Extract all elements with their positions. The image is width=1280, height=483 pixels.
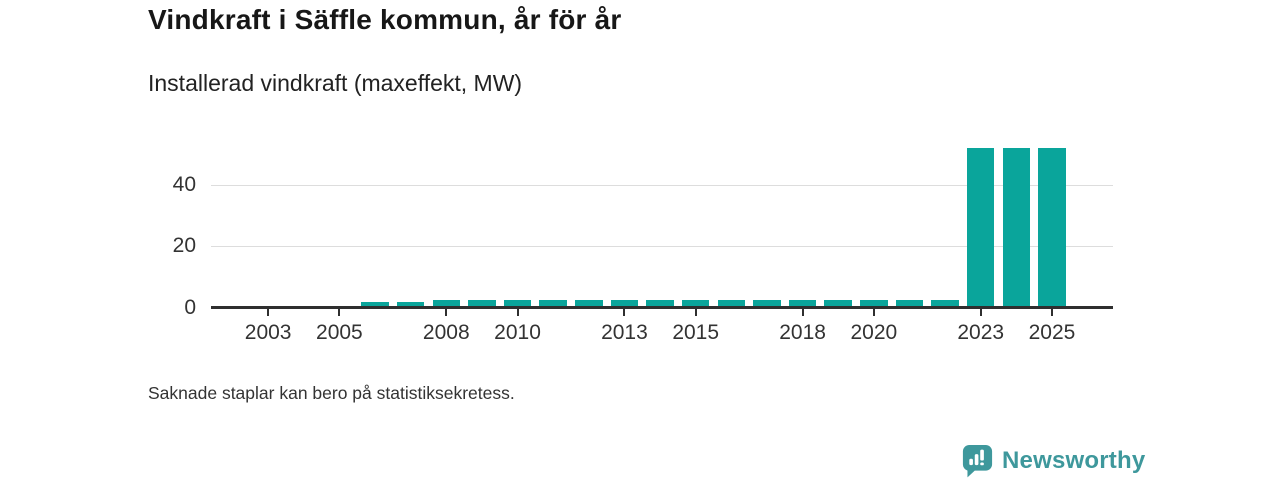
x-axis-tick [267,309,270,316]
x-axis-label: 2018 [779,321,826,344]
x-axis-label: 2003 [244,321,292,344]
bar-year-2025 [1038,148,1066,308]
page-title: Vindkraft i Säffle kommun, år för år [148,4,622,35]
gridline [211,245,1113,247]
bar-year-2010 [503,299,532,308]
x-axis-tick [979,309,982,316]
x-axis-tick [623,309,626,316]
bar-year-2018 [788,299,817,308]
bar-chart-speech-bubble-icon [962,444,993,478]
x-axis-label: 2023 [957,321,1005,344]
bar-year-2020 [860,299,888,308]
y-axis-label: 40 [172,173,196,196]
bar-year-2021 [895,299,924,308]
y-axis-label: 20 [172,234,196,258]
x-axis-label: 2008 [422,321,470,344]
x-axis-label: 2025 [1028,321,1076,344]
x-axis-tick [1050,309,1053,316]
x-axis-label: 2013 [601,321,648,344]
y-axis-label: 0 [184,295,196,319]
bar-year-2014 [646,299,674,308]
bar-year-2024 [1002,148,1031,308]
gridline [211,184,1113,186]
bar-year-2009 [468,299,496,308]
x-axis-tick [872,309,875,316]
x-axis-tick [445,309,448,316]
newsworthy-logo-text: Newsworthy [1002,447,1146,474]
bar-year-2017 [753,299,781,308]
x-axis-label: 2010 [494,321,541,344]
x-axis-tick [338,309,341,316]
x-axis-tick [516,309,519,316]
x-axis-line [211,306,1113,309]
bar-year-2019 [824,299,852,308]
bar-year-2012 [575,299,603,308]
bar-year-2008 [432,299,461,308]
x-axis-tick [694,309,697,316]
x-axis-label: 2020 [850,321,898,344]
bar-year-2015 [681,299,710,308]
bar-year-2006 [361,302,389,308]
chart-subtitle: Installerad vindkraft (maxeffekt, MW) [148,70,523,96]
bar-year-2011 [539,299,567,308]
bar-year-2016 [717,299,746,308]
bar-year-2022 [931,299,959,308]
bar-year-2013 [610,299,639,308]
x-axis-tick [801,309,804,316]
newsworthy-logo[interactable]: Newsworthy [962,444,1145,478]
x-axis-label: 2005 [316,321,363,344]
x-axis-label: 2015 [672,321,720,344]
bar-year-2007 [396,302,425,308]
chart-footnote: Saknade staplar kan bero på statistiksek… [148,383,515,403]
bar-year-2023 [966,148,995,308]
